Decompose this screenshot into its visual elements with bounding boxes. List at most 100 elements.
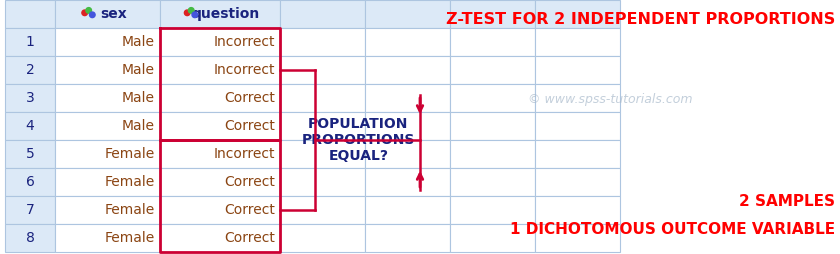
Text: 6: 6 [25, 175, 34, 189]
Text: Female: Female [105, 175, 155, 189]
Bar [280, 168, 365, 196]
Text: 2 SAMPLES: 2 SAMPLES [739, 195, 835, 210]
Text: Correct: Correct [224, 91, 275, 105]
Bar [280, 0, 365, 28]
Bar [160, 168, 280, 196]
Text: © www.spss-tutorials.com: © www.spss-tutorials.com [528, 92, 692, 105]
Bar [365, 168, 450, 196]
Bar [450, 196, 535, 224]
Text: Male: Male [122, 119, 155, 133]
Bar [450, 0, 535, 28]
Circle shape [192, 12, 197, 18]
Bar [450, 84, 535, 112]
Bar [535, 0, 620, 28]
Bar [160, 196, 280, 224]
Bar [55, 168, 160, 196]
Text: Incorrect: Incorrect [213, 35, 275, 49]
Bar [365, 196, 450, 224]
Bar [280, 28, 365, 56]
Text: Z-TEST FOR 2 INDEPENDENT PROPORTIONS: Z-TEST FOR 2 INDEPENDENT PROPORTIONS [446, 12, 835, 27]
Bar [5, 56, 55, 84]
Bar [55, 28, 160, 56]
Bar [535, 56, 620, 84]
Bar [450, 56, 535, 84]
Bar [5, 224, 55, 252]
Bar [160, 0, 280, 28]
Bar [5, 84, 55, 112]
Bar [160, 224, 280, 252]
Bar [535, 112, 620, 140]
Circle shape [86, 8, 92, 13]
Bar [535, 28, 620, 56]
Text: POPULATION
PROPORTIONS
EQUAL?: POPULATION PROPORTIONS EQUAL? [302, 117, 415, 163]
Bar [55, 84, 160, 112]
Bar [535, 196, 620, 224]
Bar [55, 112, 160, 140]
Text: Female: Female [105, 203, 155, 217]
Bar [5, 196, 55, 224]
Bar [160, 28, 280, 56]
Bar [365, 140, 450, 168]
Circle shape [188, 8, 194, 13]
Circle shape [82, 10, 87, 15]
Text: 4: 4 [26, 119, 34, 133]
Bar [5, 140, 55, 168]
Bar [55, 224, 160, 252]
Bar [450, 140, 535, 168]
Circle shape [185, 10, 190, 15]
Text: question: question [192, 7, 260, 21]
Bar [5, 112, 55, 140]
Text: 1 DICHOTOMOUS OUTCOME VARIABLE: 1 DICHOTOMOUS OUTCOME VARIABLE [510, 223, 835, 237]
Bar [450, 28, 535, 56]
Bar [535, 224, 620, 252]
Text: Correct: Correct [224, 203, 275, 217]
Bar [365, 56, 450, 84]
Bar [160, 140, 280, 168]
Bar [450, 112, 535, 140]
Text: Correct: Correct [224, 231, 275, 245]
Text: 3: 3 [26, 91, 34, 105]
Text: Correct: Correct [224, 119, 275, 133]
Bar [280, 140, 365, 168]
Text: Male: Male [122, 35, 155, 49]
Text: Correct: Correct [224, 175, 275, 189]
Bar [365, 0, 450, 28]
Text: sex: sex [100, 7, 127, 21]
Bar [535, 140, 620, 168]
Bar [535, 168, 620, 196]
Bar [160, 84, 280, 112]
Bar [280, 56, 365, 84]
Bar [365, 224, 450, 252]
Text: Incorrect: Incorrect [213, 147, 275, 161]
Bar [535, 84, 620, 112]
Text: Female: Female [105, 231, 155, 245]
Circle shape [90, 12, 95, 18]
Bar [280, 196, 365, 224]
Bar [5, 28, 55, 56]
Text: 5: 5 [26, 147, 34, 161]
Text: 7: 7 [26, 203, 34, 217]
Bar [55, 56, 160, 84]
Bar [280, 224, 365, 252]
Text: Incorrect: Incorrect [213, 63, 275, 77]
Bar [365, 28, 450, 56]
Bar [160, 56, 280, 84]
Bar [5, 168, 55, 196]
Text: Male: Male [122, 91, 155, 105]
Text: Male: Male [122, 63, 155, 77]
Text: 1: 1 [25, 35, 34, 49]
Bar [280, 84, 365, 112]
Bar [5, 0, 55, 28]
Bar [450, 168, 535, 196]
Text: 8: 8 [25, 231, 34, 245]
Bar [55, 196, 160, 224]
Bar [160, 112, 280, 140]
Bar [450, 224, 535, 252]
Bar [280, 112, 365, 140]
Bar [55, 140, 160, 168]
Bar [365, 84, 450, 112]
Bar [365, 112, 450, 140]
Text: 2: 2 [26, 63, 34, 77]
Bar [55, 0, 160, 28]
Text: Female: Female [105, 147, 155, 161]
